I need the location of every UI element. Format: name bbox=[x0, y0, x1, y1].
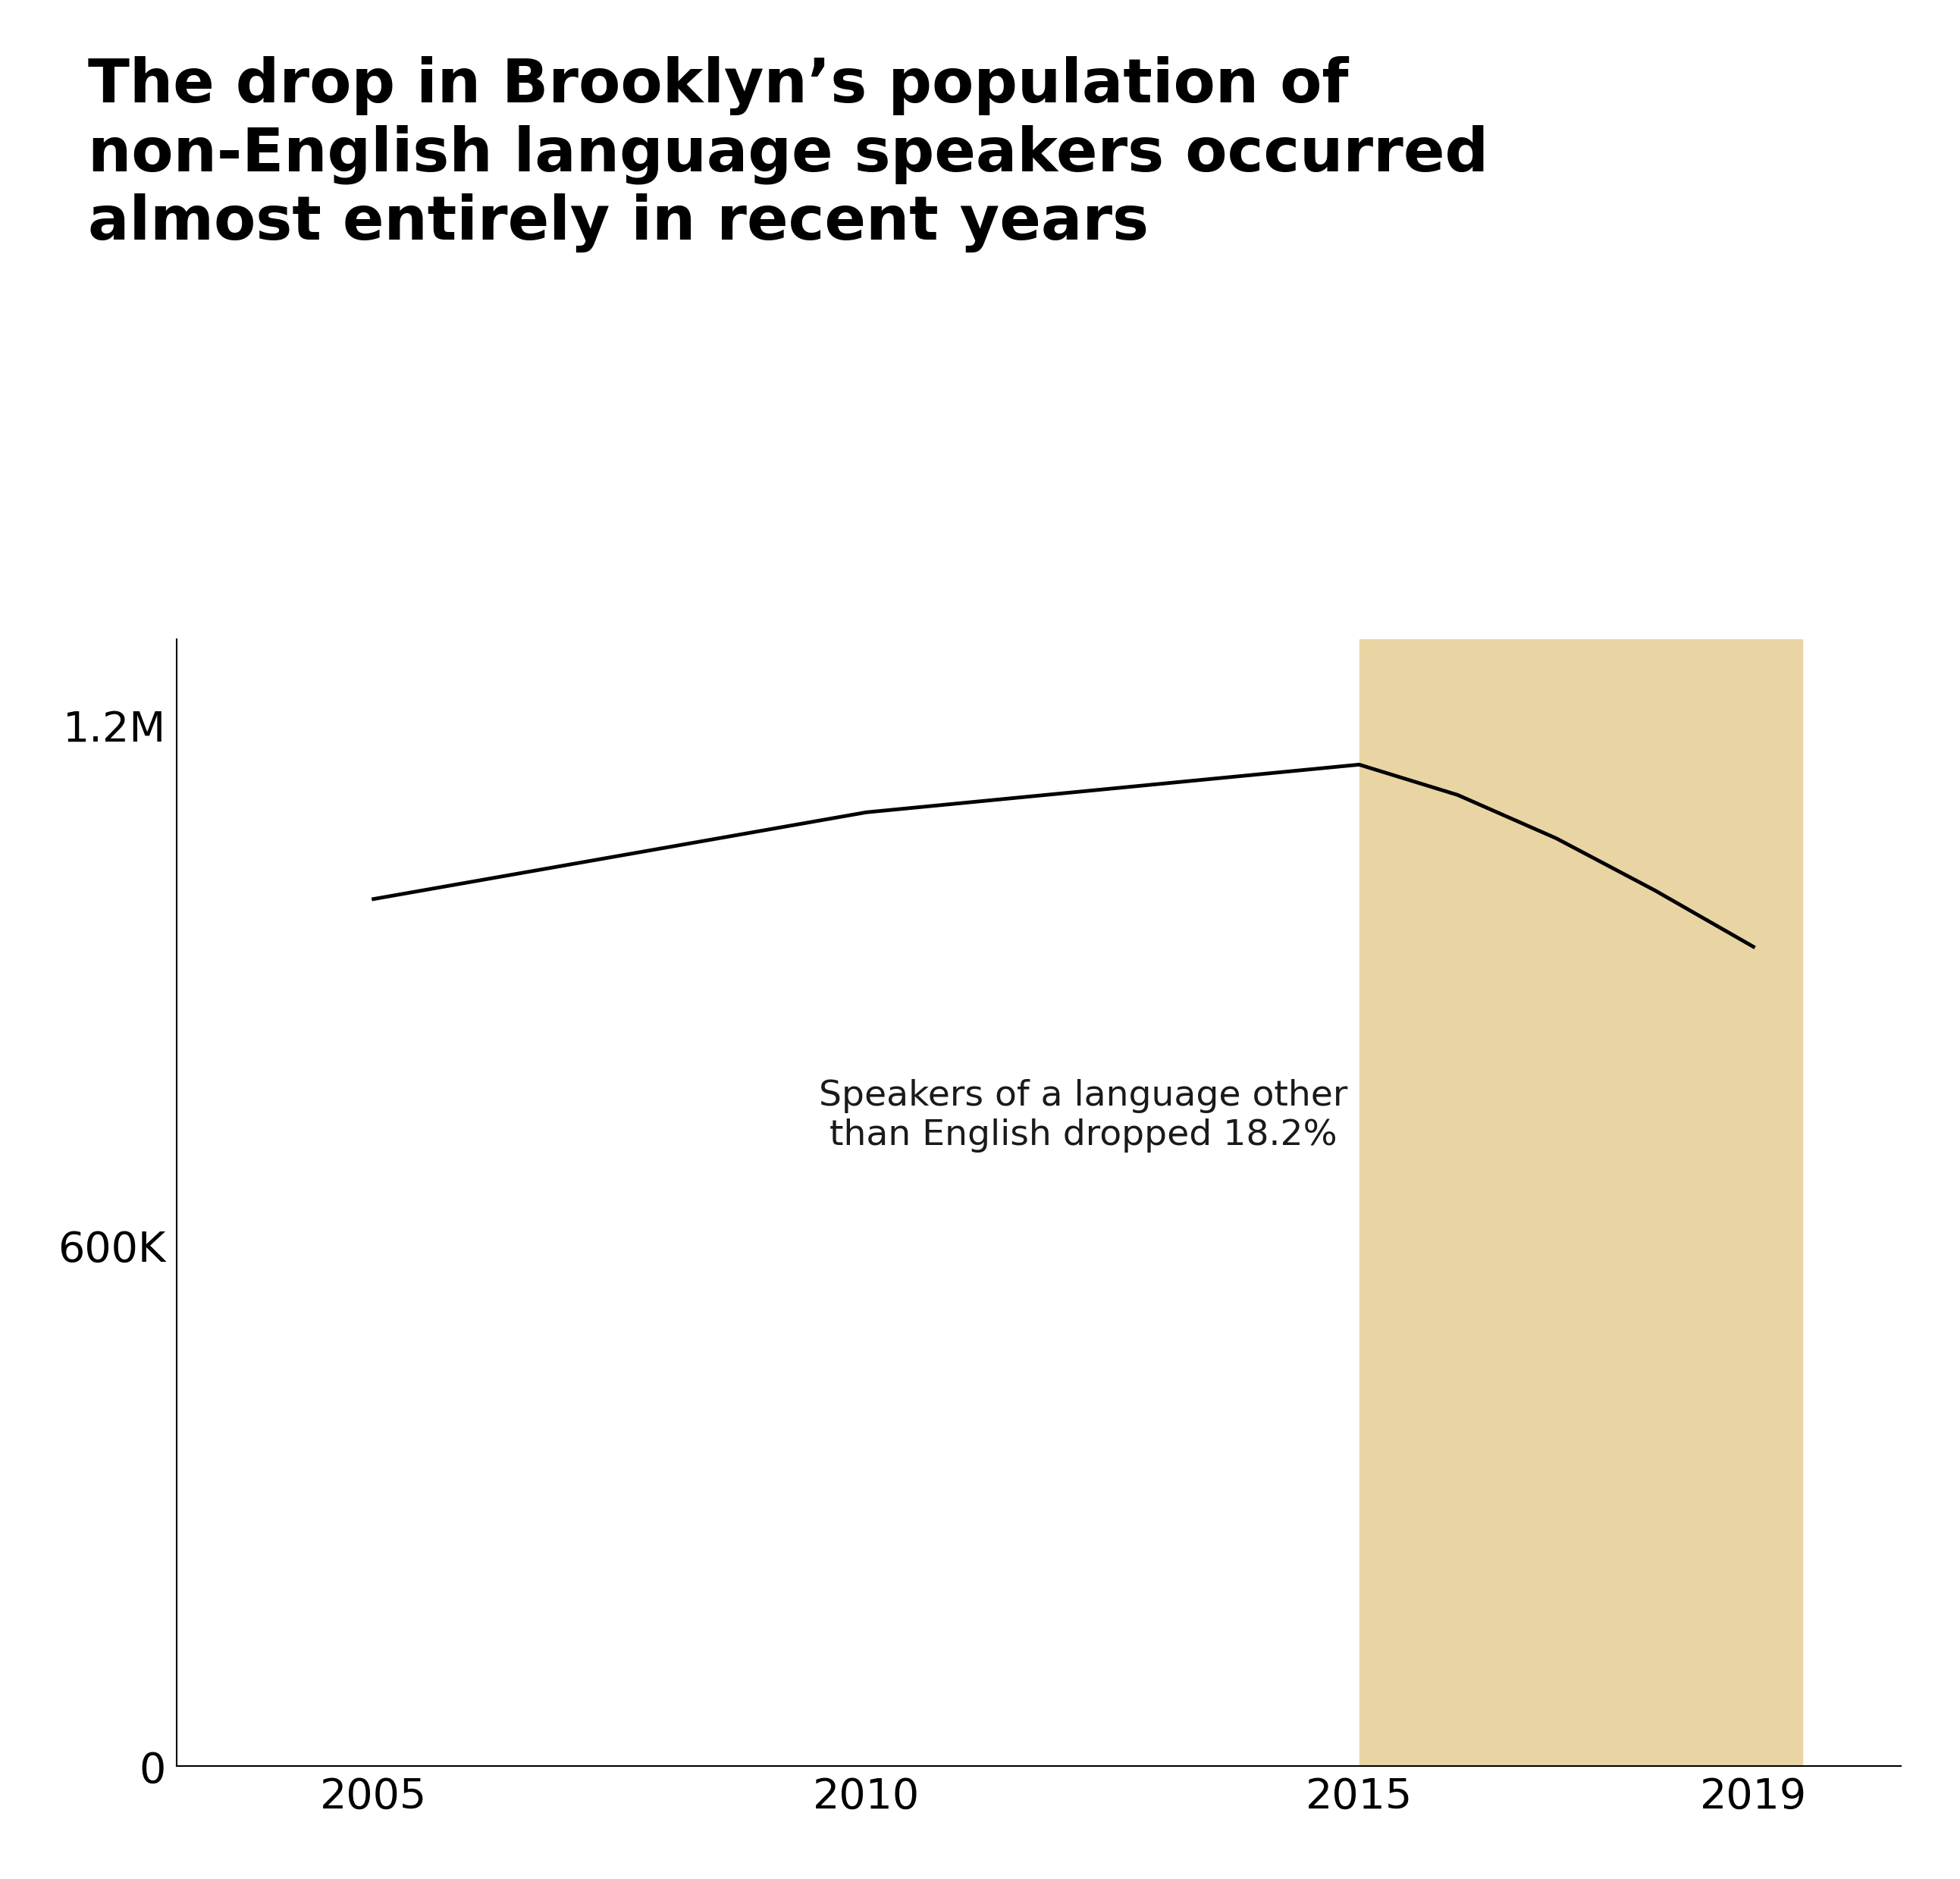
Text: The drop in Brooklyn’s population of
non-English language speakers occurred
almo: The drop in Brooklyn’s population of non… bbox=[88, 56, 1490, 252]
Bar bbox=[1358, 639, 1803, 1766]
Text: Speakers of a language other
than English dropped 18.2%: Speakers of a language other than Englis… bbox=[819, 1079, 1348, 1152]
